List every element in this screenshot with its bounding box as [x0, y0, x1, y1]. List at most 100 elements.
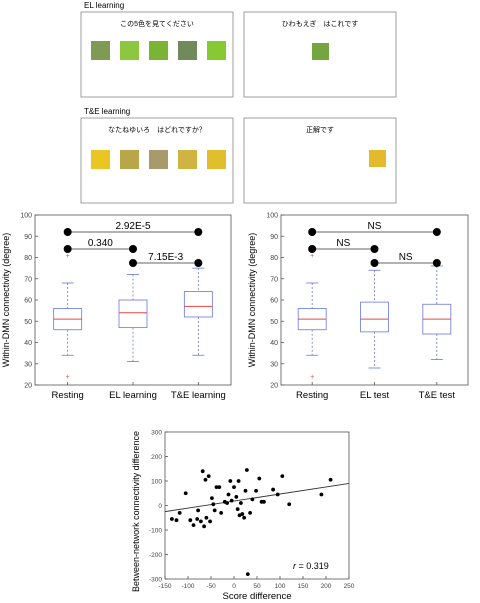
y-tick-label: -200 [149, 552, 162, 559]
data-point [232, 485, 236, 490]
te-learning-label: T&E learning [84, 107, 130, 116]
x-tick-label: 50 [253, 583, 261, 590]
data-point [280, 474, 285, 478]
data-point [250, 497, 255, 502]
outlier-point: + [66, 253, 70, 260]
y-tick-label: 50 [24, 319, 32, 326]
color-swatch [120, 41, 139, 60]
data-point [202, 524, 207, 529]
data-point [275, 492, 280, 497]
outlier-point: + [310, 374, 314, 381]
color-swatch [120, 150, 139, 169]
x-tick-label: EL test [360, 390, 390, 401]
data-point [203, 477, 208, 482]
box [118, 299, 148, 329]
color-swatch [149, 150, 168, 169]
y-tick-label: 40 [24, 340, 32, 347]
data-point [228, 479, 233, 483]
y-axis-label: Within-DMN connectivity (degree) [247, 233, 257, 368]
color-swatch [178, 41, 197, 60]
x-tick-label: EL learning [109, 390, 157, 401]
comparison-dot [129, 259, 137, 267]
y-tick-label: 90 [24, 234, 32, 241]
y-tick-label: 0 [158, 503, 162, 510]
data-point [244, 468, 249, 472]
comparison-dot [194, 228, 203, 236]
data-point [271, 487, 275, 492]
data-point [195, 517, 200, 521]
data-point [214, 485, 219, 490]
el-answer-swatch [312, 43, 329, 60]
data-point [177, 510, 182, 515]
data-point [196, 508, 201, 513]
comparison-dot [129, 245, 137, 253]
el-right-prompt: ひわもえぎ はこれです [282, 19, 359, 28]
data-point [191, 523, 196, 527]
data-point [211, 502, 216, 507]
te-swatch-row [91, 150, 226, 169]
data-point [229, 498, 234, 503]
x-axis-label: Score difference [222, 591, 291, 602]
y-tick-label: -100 [149, 528, 162, 535]
comparison-label: 7.15E-3 [148, 252, 183, 263]
x-tick-label: T&E learning [171, 390, 226, 401]
color-swatch [207, 41, 226, 60]
box-chart-learning: 20 30 40 50 60 70 80 90 100 Within-DMN connectivi… [1, 213, 232, 401]
data-point [225, 501, 230, 505]
data-point [242, 515, 247, 520]
box [360, 301, 389, 333]
x-tick-label: 250 [344, 583, 355, 590]
y-axis-label: Within-DMN connectivity (degree) [1, 233, 11, 368]
y-tick-label: 300 [151, 430, 162, 437]
y-tick-label: -300 [149, 577, 162, 584]
data-point [183, 491, 188, 496]
correlation-value: = 0.319 [296, 561, 329, 571]
outlier-point: + [310, 253, 314, 260]
x-tick-label: Resting [52, 390, 84, 401]
comparison-dot [432, 259, 441, 267]
x-tick-label: 0 [232, 583, 236, 590]
data-point [262, 499, 266, 504]
y-tick-label: 60 [270, 298, 278, 305]
y-tick-label: 20 [24, 383, 32, 390]
y-tick-label: 200 [151, 454, 162, 461]
data-point [243, 488, 248, 493]
comparison-label: NS [399, 252, 413, 263]
data-point [217, 485, 222, 490]
comparison-label: NS [368, 221, 382, 232]
y-tick-label: 30 [24, 361, 32, 368]
data-point [328, 477, 333, 482]
x-tick-label: 100 [275, 583, 286, 590]
data-point [212, 508, 217, 513]
plot-frame [164, 431, 350, 580]
comparison-dot [432, 228, 441, 236]
data-point [219, 510, 224, 515]
el-learning-label: EL learning [84, 1, 124, 10]
outlier-point: + [66, 374, 70, 381]
color-swatch [149, 41, 168, 60]
y-tick-label: 90 [270, 234, 278, 241]
data-point [210, 496, 214, 501]
x-tick-label: -150 [158, 583, 171, 590]
comparison-dot [370, 245, 379, 253]
correlation-annotation: r = 0.319 [293, 561, 329, 571]
data-point [235, 507, 240, 512]
data-point [234, 495, 239, 499]
box-chart-test: 20 30 40 50 60 70 80 90 100 Within-DMN connectivi… [247, 213, 469, 401]
y-tick-label: 60 [24, 298, 32, 305]
te-left-prompt: なたねゆいろ はどれですか？ [108, 126, 206, 134]
color-swatch [91, 41, 110, 60]
y-tick-label: 100 [20, 213, 32, 220]
data-point [170, 517, 174, 521]
data-point [254, 488, 258, 493]
data-point [204, 515, 209, 520]
te-right-prompt: 正解です [306, 125, 334, 134]
data-point [226, 492, 231, 497]
y-tick-label: 70 [24, 276, 32, 283]
x-tick-label: Resting [296, 390, 328, 401]
el-swatch-row [91, 41, 226, 60]
data-point [206, 474, 211, 478]
data-point [248, 510, 253, 515]
comparison-label: NS [336, 238, 350, 249]
data-point [245, 572, 250, 576]
